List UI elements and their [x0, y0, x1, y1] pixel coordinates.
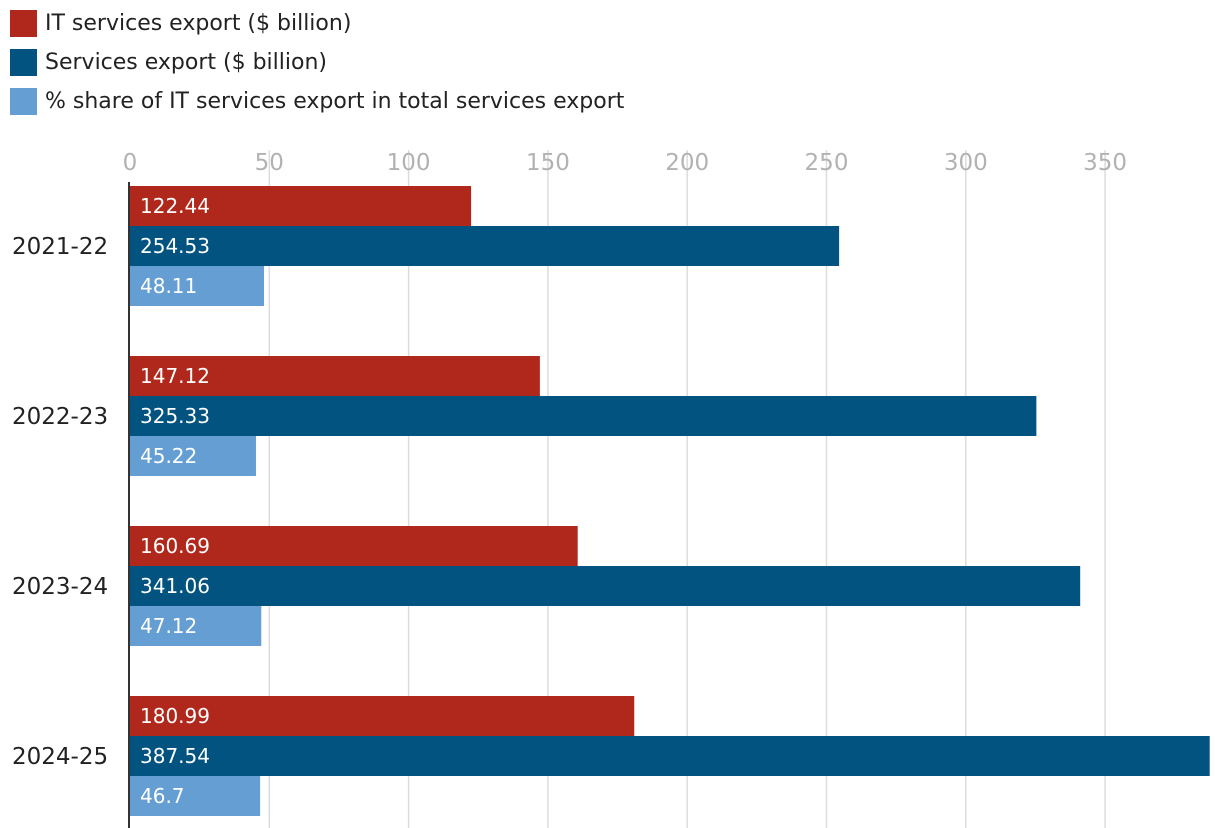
bar-value-label: 180.99 [140, 704, 210, 728]
category-label-2023-24: 2023-24 [12, 574, 108, 600]
bar-value-label: 387.54 [140, 744, 210, 768]
bar-value-label: 147.12 [140, 364, 210, 388]
bars: 122.44 254.53 48.11 147.12 325.33 45.22 160.69… [130, 186, 1210, 816]
bar-value-label: 254.53 [140, 234, 210, 258]
x-tick-label: 100 [387, 150, 431, 176]
legend-item-it-share[interactable]: % share of IT services export in total s… [10, 82, 624, 121]
bar-value-label: 45.22 [140, 444, 197, 468]
bar-2022-23-series-0[interactable] [130, 356, 540, 396]
bar-2021-22-series-2[interactable] [130, 266, 265, 306]
x-tick-label: 0 [123, 150, 138, 176]
x-tick-label: 250 [805, 150, 849, 176]
x-tick-label: 50 [255, 150, 284, 176]
bar-2024-25-series-1[interactable] [130, 736, 1210, 776]
x-tick-label: 350 [1083, 150, 1127, 176]
bar-value-label: 341.06 [140, 574, 210, 598]
bar-2022-23-series-1[interactable] [130, 396, 1037, 436]
bar-2022-23-series-2[interactable] [130, 436, 256, 476]
bar-value-label: 46.7 [140, 784, 185, 808]
legend-swatch-it-services-export [10, 10, 37, 37]
legend: IT services export ($ billion) Services … [10, 4, 624, 121]
bar-value-label: 325.33 [140, 404, 210, 428]
bar-value-label: 160.69 [140, 534, 210, 558]
bar-value-label: 122.44 [140, 194, 210, 218]
y-axis-categories: 2021-22 2022-23 2023-24 2024-25 [12, 234, 108, 770]
bar-value-label: 48.11 [140, 274, 197, 298]
bar-2023-24-series-0[interactable] [130, 526, 578, 566]
legend-label-it-services-export: IT services export ($ billion) [45, 11, 352, 36]
x-axis-ticks: 0 50 100 150 200 250 300 350 [123, 150, 1127, 176]
legend-label-services-export: Services export ($ billion) [45, 50, 327, 75]
x-tick-label: 150 [526, 150, 570, 176]
bar-2021-22-series-0[interactable] [130, 186, 472, 226]
bar-value-label: 47.12 [140, 614, 197, 638]
legend-label-it-share: % share of IT services export in total s… [45, 89, 625, 114]
category-label-2022-23: 2022-23 [12, 404, 108, 430]
category-label-2024-25: 2024-25 [12, 744, 108, 770]
category-label-2021-22: 2021-22 [12, 234, 108, 260]
legend-swatch-services-export [10, 49, 37, 76]
bar-2021-22-series-1[interactable] [130, 226, 840, 266]
legend-item-services-export[interactable]: Services export ($ billion) [10, 43, 624, 82]
bar-2024-25-series-0[interactable] [130, 696, 635, 736]
legend-swatch-it-share [10, 88, 37, 115]
bar-2023-24-series-2[interactable] [130, 606, 262, 646]
legend-item-it-services-export[interactable]: IT services export ($ billion) [10, 4, 624, 43]
x-tick-label: 300 [944, 150, 988, 176]
bar-2023-24-series-1[interactable] [130, 566, 1081, 606]
x-tick-label: 200 [665, 150, 709, 176]
bar-2024-25-series-2[interactable] [130, 776, 261, 816]
